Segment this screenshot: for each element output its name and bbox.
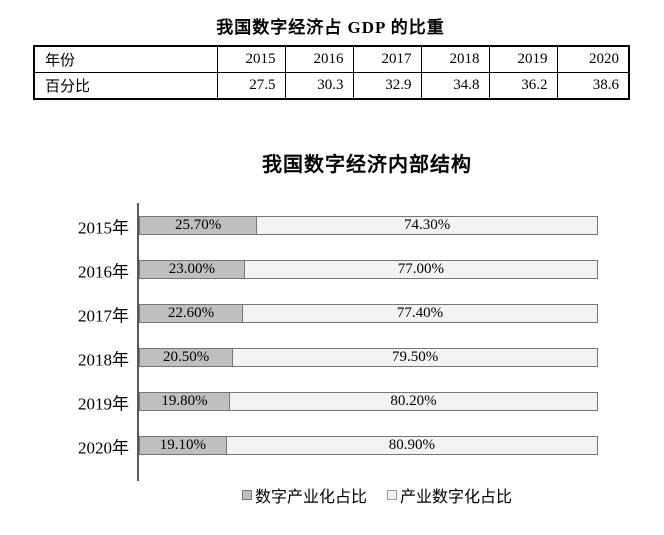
year-cell: 2015 [216, 45, 286, 73]
row-header-percent: 百分比 [33, 72, 218, 100]
bar-value-label: 25.70% [174, 217, 222, 233]
bar-value-label: 19.80% [161, 393, 208, 409]
bar-value-label: 80.90% [388, 437, 436, 453]
table-row-percents: 百分比 27.5 30.3 32.9 34.8 36.2 38.6 [33, 72, 630, 100]
bar-segment-digital-industrialization: 20.50% [139, 348, 234, 367]
category-label: 2015年 [78, 218, 129, 237]
percent-cell: 38.6 [556, 72, 630, 100]
bar-row: 2019年 19.80% 80.20% [78, 392, 599, 413]
bar-segment-digital-industrialization: 19.80% [139, 392, 231, 411]
bar-value-label: 80.20% [390, 393, 437, 409]
chart-legend: 数字产业化占比 产业数字化占比 [137, 483, 617, 507]
chart-title: 我国数字经济内部结构 [262, 154, 472, 176]
bar-row: 2020年 19.10% 80.90% [78, 436, 599, 457]
bar-segment-industry-digitalization: 77.00% [243, 260, 598, 279]
bar-segment-digital-industrialization: 22.60% [139, 304, 243, 323]
year-cell: 2017 [352, 45, 422, 73]
stacked-bar-plot: 2015年 25.70% 74.30% 2016年 23.00% 77.00% … [78, 203, 599, 481]
bar-value-label: 77.40% [396, 305, 444, 321]
category-label: 2020年 [78, 438, 129, 457]
percent-cell: 32.9 [352, 72, 422, 100]
percent-cell: 27.5 [216, 72, 286, 100]
bar-value-label: 77.00% [397, 261, 445, 277]
category-label: 2017年 [78, 306, 129, 325]
legend-swatch-light-icon [387, 490, 397, 500]
bar-row: 2017年 22.60% 77.40% [78, 304, 599, 325]
bar-value-label: 19.10% [159, 437, 207, 453]
bar-segment-industry-digitalization: 80.20% [229, 392, 598, 411]
year-cell: 2020 [556, 45, 630, 73]
bar-segment-industry-digitalization: 74.30% [256, 216, 598, 235]
bar-row: 2015年 25.70% 74.30% [78, 216, 599, 237]
category-label: 2018年 [78, 350, 129, 369]
bar-segment-digital-industrialization: 25.70% [139, 216, 258, 235]
year-cell: 2018 [420, 45, 490, 73]
bar-segment-digital-industrialization: 23.00% [139, 260, 245, 279]
legend-item-digital-industrialization: 数字产业化占比 [241, 483, 367, 507]
bar-segment-industry-digitalization: 80.90% [225, 436, 598, 455]
legend-item-industry-digitalization: 产业数字化占比 [387, 483, 512, 507]
percent-cell: 36.2 [488, 72, 558, 100]
table-row-years: 年份 2015 2016 2017 2018 2019 2020 [33, 45, 630, 73]
bar-segment-digital-industrialization: 19.10% [139, 436, 227, 455]
category-label: 2016年 [78, 262, 129, 281]
bar-row: 2016年 23.00% 77.00% [78, 260, 599, 281]
legend-swatch-gray-icon [241, 490, 252, 500]
percent-cell: 34.8 [420, 72, 490, 100]
table-title: 我国数字经济占 GDP 的比重 [216, 18, 445, 37]
legend-label: 数字产业化占比 [254, 489, 367, 506]
bar-value-label: 79.50% [392, 349, 439, 365]
bar-segment-industry-digitalization: 79.50% [232, 348, 598, 367]
gdp-share-table: 年份 2015 2016 2017 2018 2019 2020 百分比 27.… [33, 45, 630, 100]
bar-segment-industry-digitalization: 77.40% [241, 304, 598, 323]
row-header-year: 年份 [33, 45, 218, 73]
legend-label: 产业数字化占比 [400, 489, 513, 506]
percent-cell: 30.3 [284, 72, 354, 100]
bar-value-label: 22.60% [167, 305, 215, 321]
bar-value-label: 20.50% [163, 349, 210, 365]
bar-value-label: 74.30% [403, 217, 451, 233]
category-label: 2019年 [78, 394, 129, 413]
year-cell: 2016 [284, 45, 354, 73]
bar-value-label: 23.00% [168, 261, 216, 277]
bar-row: 2018年 20.50% 79.50% [78, 348, 599, 369]
year-cell: 2019 [488, 45, 558, 73]
